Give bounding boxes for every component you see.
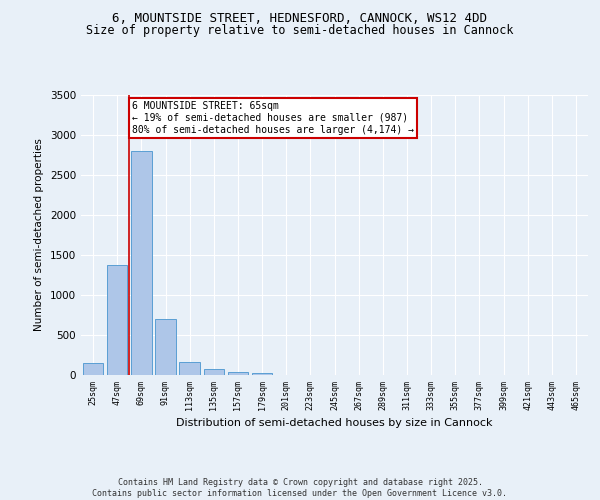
Y-axis label: Number of semi-detached properties: Number of semi-detached properties [34, 138, 44, 332]
X-axis label: Distribution of semi-detached houses by size in Cannock: Distribution of semi-detached houses by … [176, 418, 493, 428]
Bar [252, 373, 272, 375]
Bar [203, 368, 224, 375]
Text: Contains HM Land Registry data © Crown copyright and database right 2025.
Contai: Contains HM Land Registry data © Crown c… [92, 478, 508, 498]
Bar [131, 151, 152, 375]
Text: 6, MOUNTSIDE STREET, HEDNESFORD, CANNOCK, WS12 4DD: 6, MOUNTSIDE STREET, HEDNESFORD, CANNOCK… [113, 12, 487, 26]
Bar [179, 362, 200, 375]
Bar [227, 372, 248, 375]
Text: Size of property relative to semi-detached houses in Cannock: Size of property relative to semi-detach… [86, 24, 514, 37]
Text: 6 MOUNTSIDE STREET: 65sqm
← 19% of semi-detached houses are smaller (987)
80% of: 6 MOUNTSIDE STREET: 65sqm ← 19% of semi-… [132, 102, 414, 134]
Bar [83, 363, 103, 375]
Bar [107, 264, 127, 375]
Bar [155, 319, 176, 375]
